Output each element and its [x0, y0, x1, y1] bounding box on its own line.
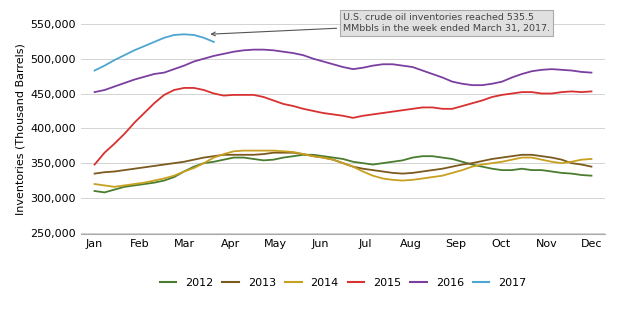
- Legend: 2012, 2013, 2014, 2015, 2016, 2017: 2012, 2013, 2014, 2015, 2016, 2017: [155, 273, 531, 292]
- Y-axis label: Inventories (Thousand Barrels): Inventories (Thousand Barrels): [15, 43, 25, 215]
- Text: U.S. crude oil inventories reached 535.5
MMbbls in the week ended March 31, 2017: U.S. crude oil inventories reached 535.5…: [211, 13, 550, 36]
